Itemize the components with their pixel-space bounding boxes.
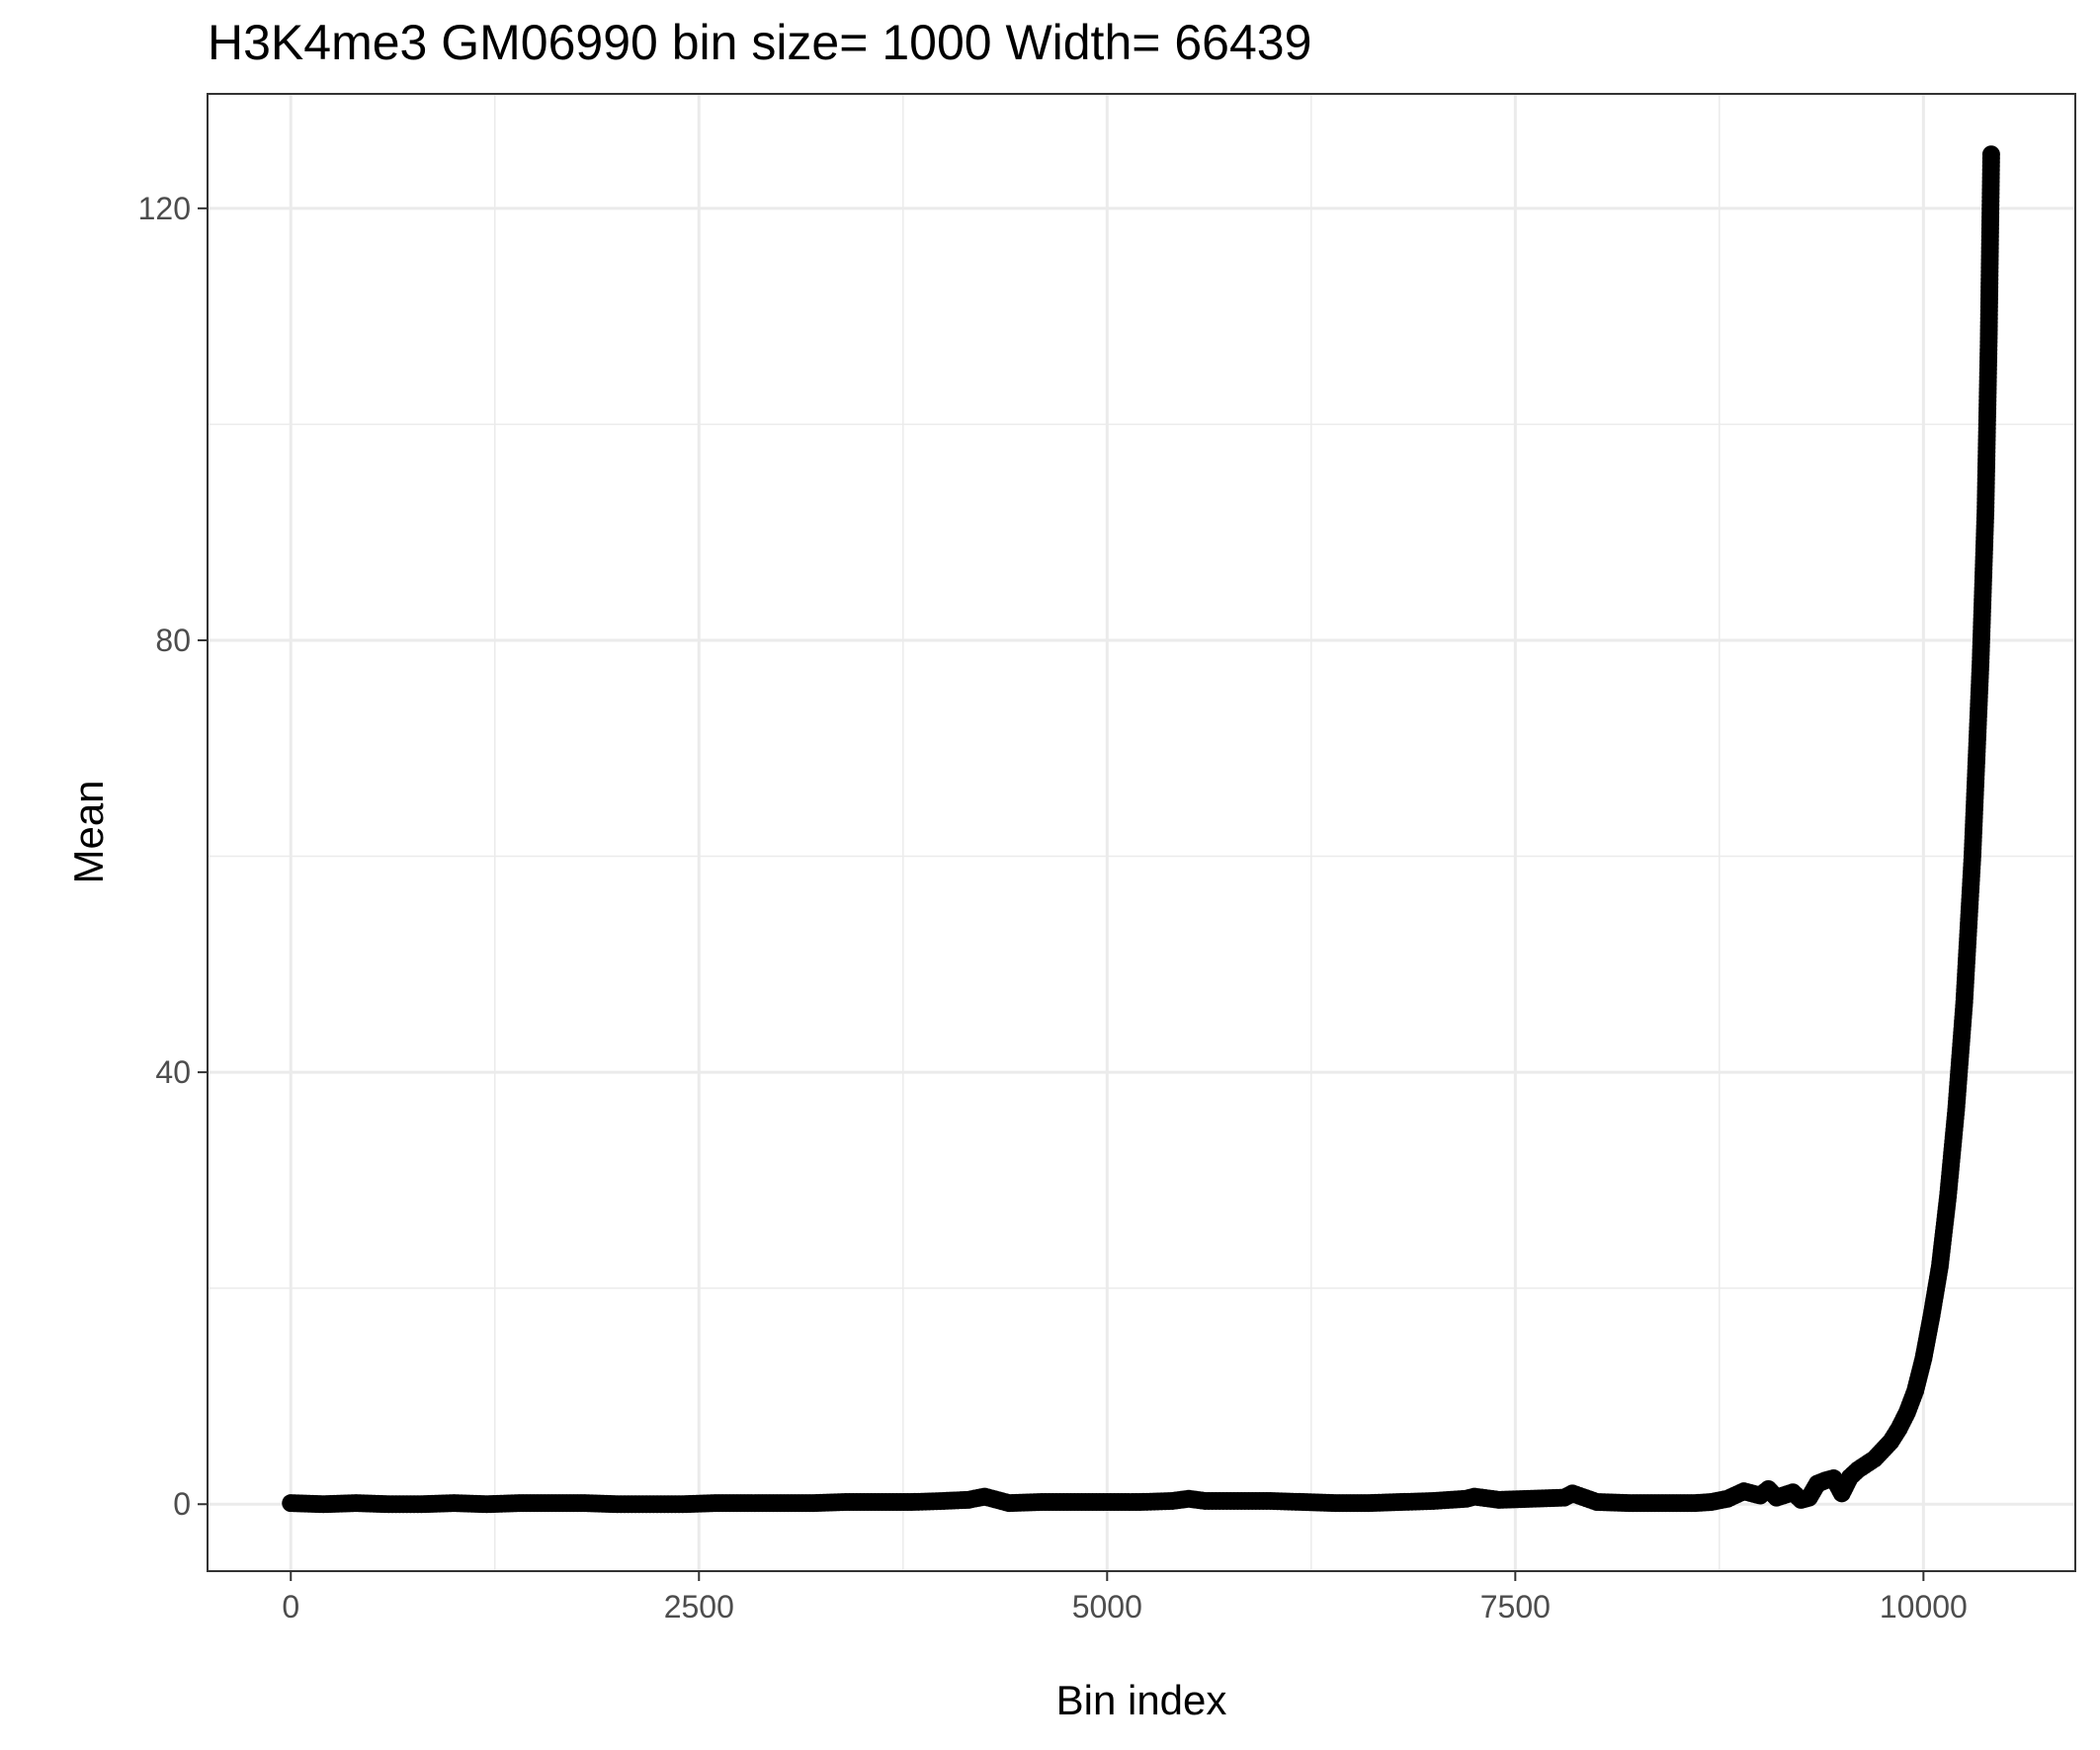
x-tick-label: 5000 <box>1072 1589 1142 1625</box>
y-tick-label: 40 <box>155 1054 191 1090</box>
chart-title: H3K4me3 GM06990 bin size= 1000 Width= 66… <box>208 15 1311 70</box>
axes: 0 2500 5000 7500 10000 0 40 80 120 <box>138 191 1968 1625</box>
x-tick-label: 0 <box>282 1589 299 1625</box>
data-points <box>282 145 2000 1514</box>
y-tick-label: 120 <box>138 191 191 226</box>
x-tick-label: 2500 <box>664 1589 734 1625</box>
y-axis-title: Mean <box>65 780 112 883</box>
x-tick-label: 7500 <box>1480 1589 1551 1625</box>
plot-panel <box>208 94 2075 1571</box>
panel-border <box>207 93 2076 1572</box>
x-tick-label: 10000 <box>1880 1589 1968 1625</box>
y-tick-label: 0 <box>173 1486 191 1522</box>
x-axis-title: Bin index <box>1056 1677 1227 1723</box>
data-point <box>1981 145 2000 164</box>
y-tick-label: 80 <box>155 623 191 658</box>
